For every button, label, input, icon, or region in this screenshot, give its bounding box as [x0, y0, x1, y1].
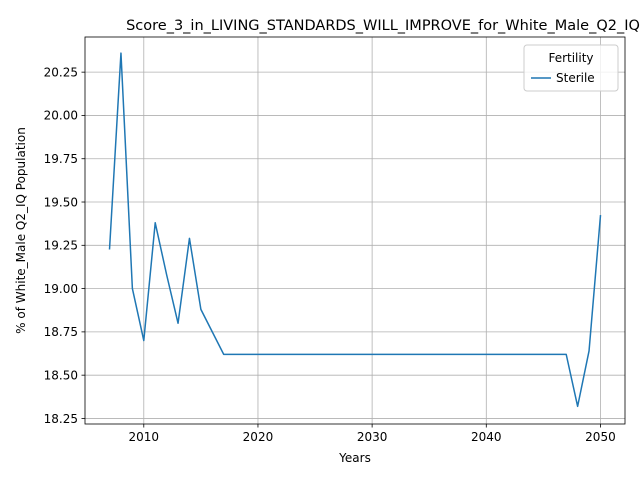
- series-line-sterile: [108, 52, 602, 408]
- plot-frame: [84, 36, 626, 425]
- x-axis-label: Years: [338, 451, 371, 465]
- chart-title: Score_3_in_LIVING_STANDARDS_WILL_IMPROVE…: [126, 18, 640, 34]
- legend-box: [523, 44, 619, 92]
- x-tick-label: 2020: [243, 430, 274, 444]
- y-tick-label: 20.00: [44, 109, 78, 123]
- y-axis-ticks: 18.25 18.50 18.75 19.00 19.25 19.50 19.75 20.00…: [44, 65, 85, 426]
- y-tick-label: 19.75: [44, 152, 78, 166]
- y-tick-label: 19.00: [44, 282, 78, 296]
- legend: Fertility Sterile: [523, 44, 619, 92]
- legend-title: Fertility: [548, 51, 593, 65]
- x-tick-label: 2010: [129, 430, 160, 444]
- legend-label-sterile: Sterile: [556, 71, 595, 85]
- y-tick-label: 20.25: [44, 65, 78, 79]
- series-layer: [108, 52, 602, 408]
- x-tick-label: 2040: [471, 430, 502, 444]
- y-axis-label: % of White_Male Q2_IQ Population: [14, 127, 28, 334]
- y-tick-label: 18.50: [44, 368, 78, 382]
- grid-lines: [85, 37, 625, 424]
- y-tick-label: 18.75: [44, 325, 78, 339]
- x-tick-label: 2030: [357, 430, 388, 444]
- y-tick-label: 18.25: [44, 412, 78, 426]
- x-tick-label: 2050: [585, 430, 616, 444]
- y-tick-label: 19.50: [44, 195, 78, 209]
- x-axis-ticks: 2010 2020 2030 2040 2050: [129, 424, 616, 444]
- y-tick-label: 19.25: [44, 239, 78, 253]
